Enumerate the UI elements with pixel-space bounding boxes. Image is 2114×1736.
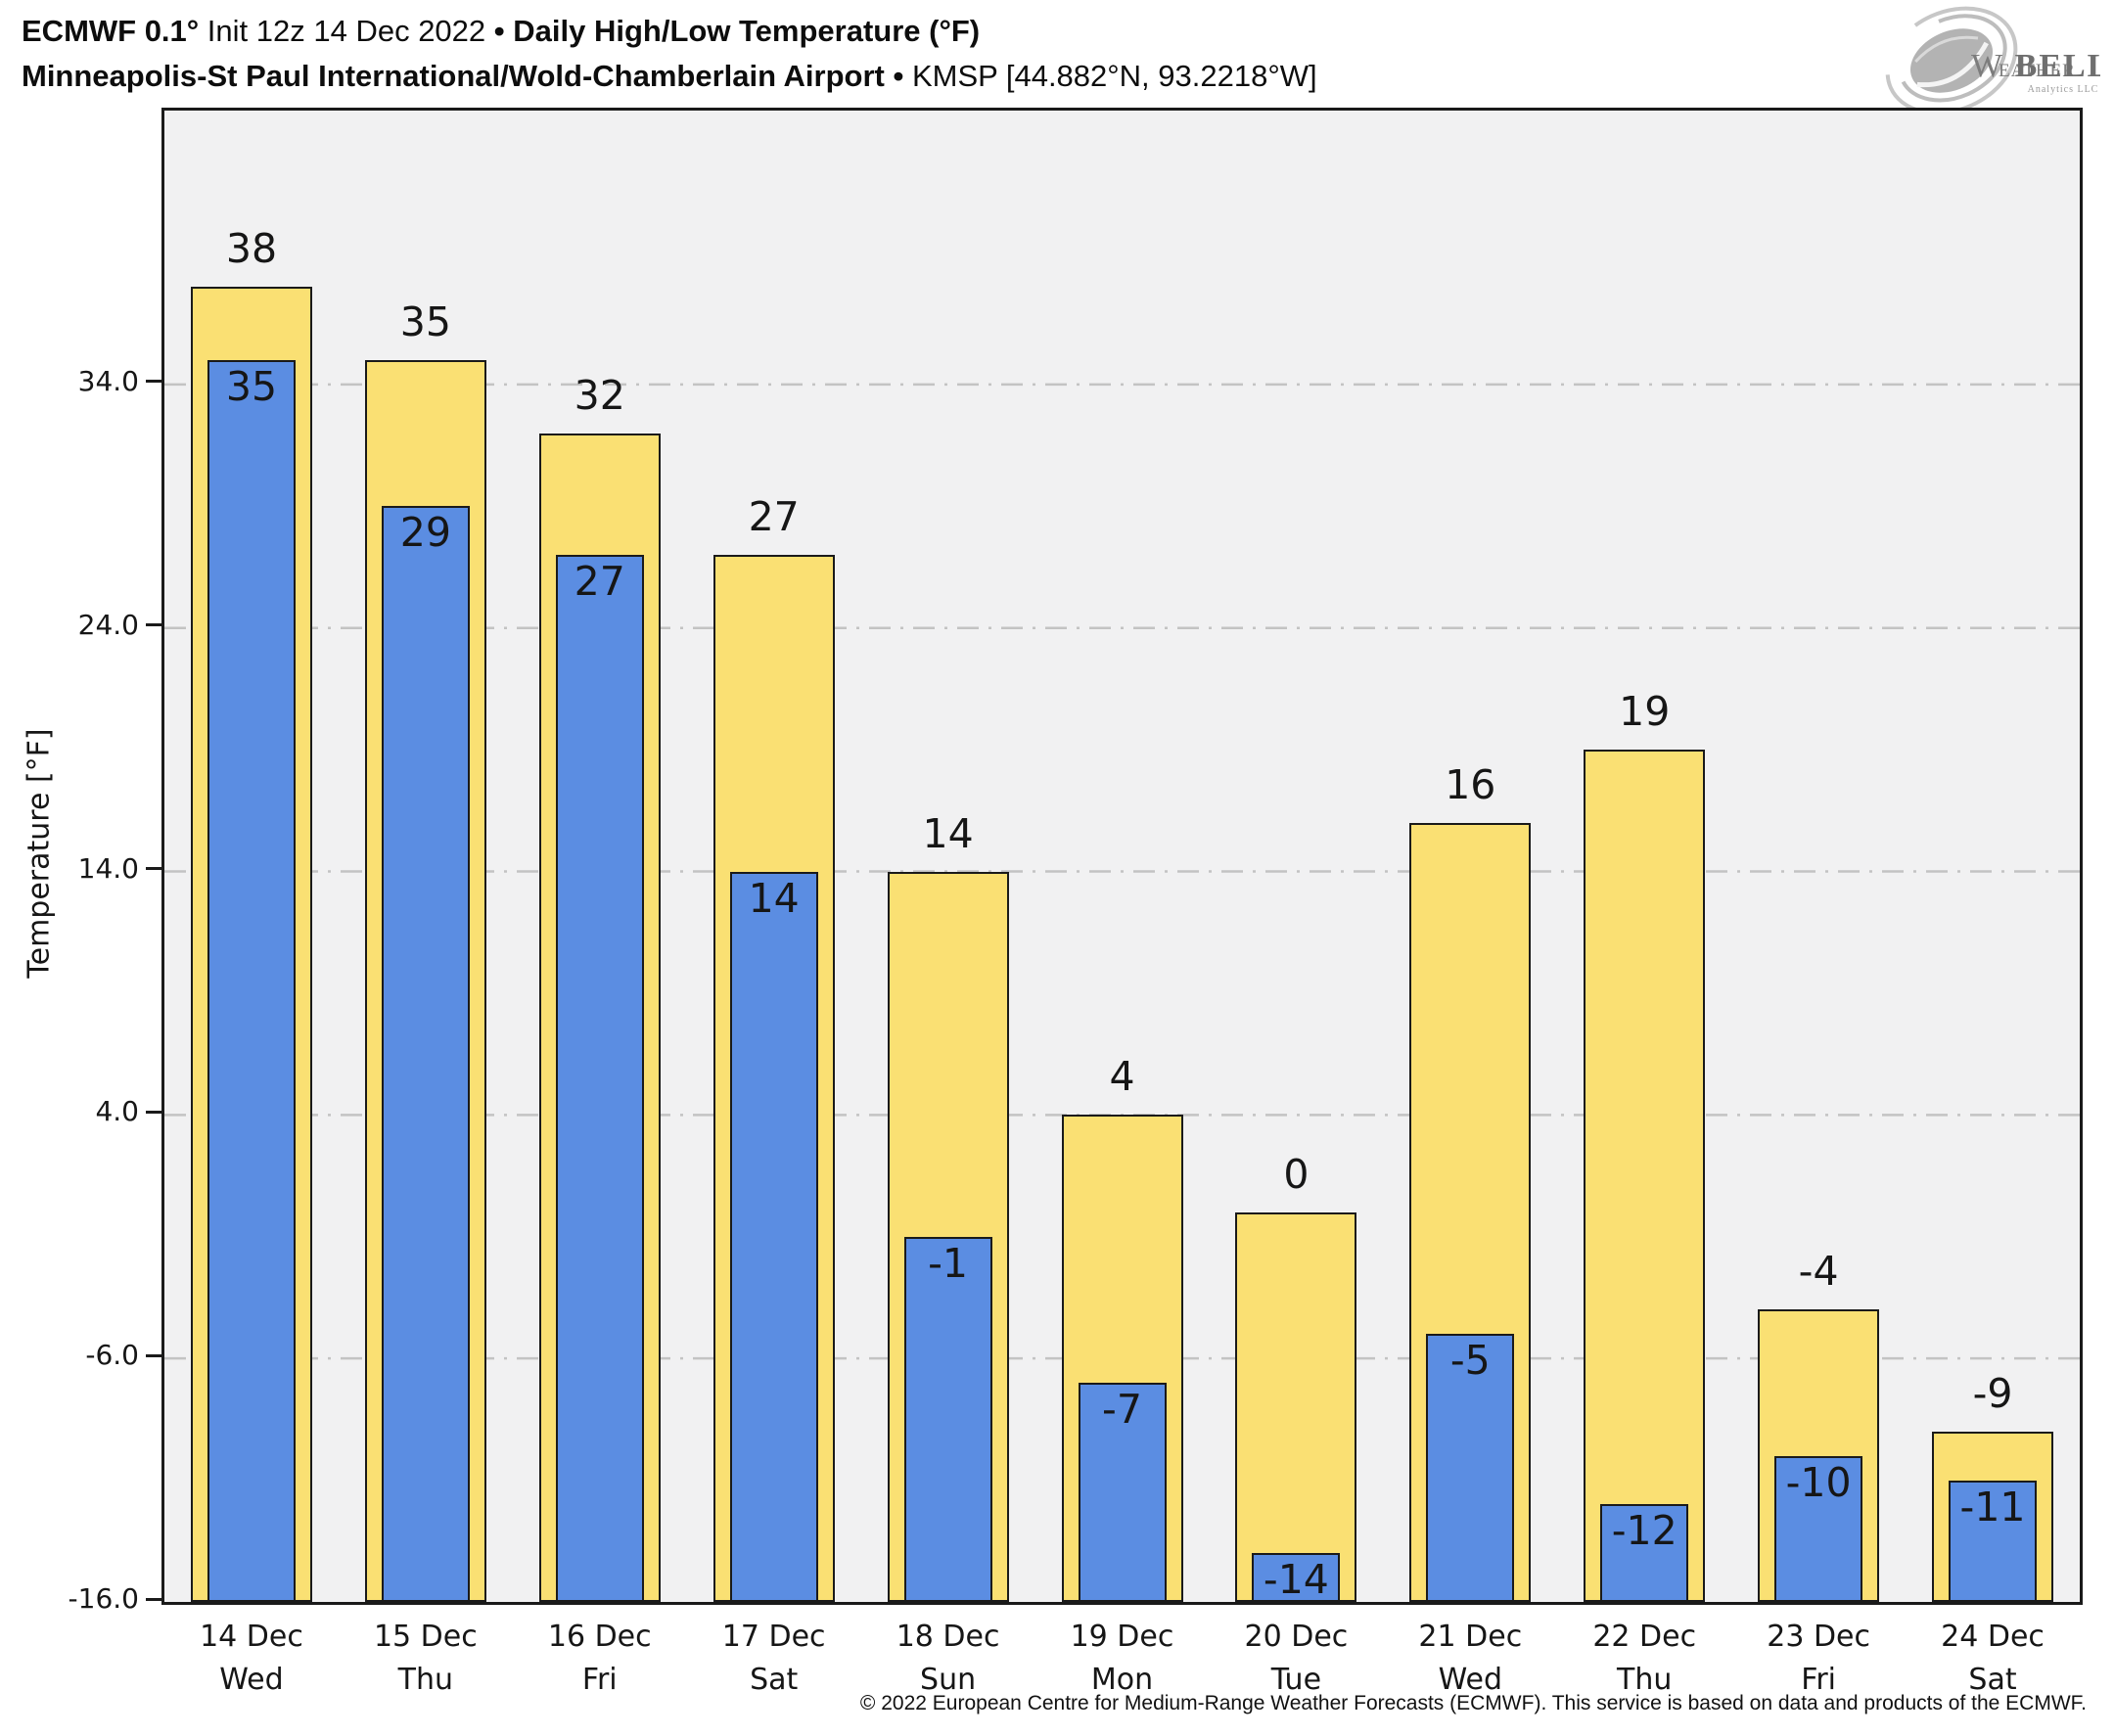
x-tick-day: Thu xyxy=(397,1663,454,1697)
x-tick-day: Fri xyxy=(581,1663,618,1697)
y-tick-label: 4.0 xyxy=(95,1095,139,1128)
logo-word-bell: BELL xyxy=(2015,48,2100,84)
low-value-label: -10 xyxy=(1785,1458,1852,1506)
low-value-label: 35 xyxy=(225,363,278,411)
x-tick-date: 15 Dec xyxy=(373,1620,478,1654)
weatherbell-logo: W EATHER BELL Analytics LLC xyxy=(1881,4,2109,117)
bar-low xyxy=(555,555,644,1602)
x-tick-label: 22 Dec Thu xyxy=(1557,1616,1731,1702)
x-tick-label: 17 Dec Sat xyxy=(687,1616,861,1702)
logo-word-w: W xyxy=(1971,48,2003,84)
y-tick-label: -6.0 xyxy=(85,1339,139,1372)
x-tick-label: 19 Dec Mon xyxy=(1035,1616,1210,1702)
y-tick-mark xyxy=(146,1353,161,1357)
x-tick-day: Wed xyxy=(219,1663,284,1697)
y-tick-label: 24.0 xyxy=(77,608,139,641)
low-value-label: -5 xyxy=(1449,1337,1491,1385)
y-tick-mark xyxy=(146,1110,161,1114)
high-value-label: 0 xyxy=(1283,1150,1310,1198)
low-value-label: 27 xyxy=(574,558,625,606)
high-value-label: 27 xyxy=(748,493,800,541)
high-value-label: 32 xyxy=(574,371,625,419)
x-tick-label: 15 Dec Thu xyxy=(339,1616,513,1702)
high-value-label: 4 xyxy=(1109,1053,1135,1101)
x-tick-date: 21 Dec xyxy=(1418,1620,1523,1654)
title-bullet: • xyxy=(493,14,505,48)
x-tick-label: 21 Dec Wed xyxy=(1383,1616,1557,1702)
bar-high xyxy=(1235,1211,1357,1602)
bar-low xyxy=(1774,1455,1863,1602)
low-value-label: -11 xyxy=(1959,1483,2026,1530)
copyright-footer: © 2022 European Centre for Medium-Range … xyxy=(859,1692,2087,1714)
y-tick-mark xyxy=(146,380,161,384)
bar-high xyxy=(1584,750,1706,1602)
high-value-label: -9 xyxy=(1972,1369,2013,1417)
y-tick-label: 14.0 xyxy=(77,851,139,885)
plot-area: 38 35 14 Dec Wed 35 29 15 Dec Thu 32 27 16 Dec Fri 2… xyxy=(161,108,2083,1697)
x-tick-label: 18 Dec Sun xyxy=(861,1616,1035,1702)
bar-low xyxy=(207,360,296,1602)
bar-low xyxy=(1078,1383,1167,1602)
title-init: Init 12z 14 Dec 2022 xyxy=(199,14,494,48)
subtitle-station: Minneapolis-St Paul International/Wold-C… xyxy=(22,59,885,93)
subtitle-station-id: KMSP [44.882°N, 93.2218°W] xyxy=(911,59,1317,93)
hurricane-swirl-icon: W EATHER BELL Analytics LLC xyxy=(1885,6,2109,115)
chart-subtitle: Minneapolis-St Paul International/Wold-C… xyxy=(22,59,1317,94)
bar-low xyxy=(1252,1553,1341,1602)
x-tick-day: Sun xyxy=(920,1663,977,1697)
x-tick-day: Sat xyxy=(1968,1663,2017,1697)
x-tick-date: 24 Dec xyxy=(1941,1620,2045,1654)
bar-low xyxy=(381,506,470,1602)
low-value-label: -1 xyxy=(928,1239,969,1287)
x-tick-label: 20 Dec Tue xyxy=(1209,1616,1383,1702)
x-tick-label: 24 Dec Sat xyxy=(1906,1616,2080,1702)
x-tick-day: Mon xyxy=(1090,1663,1154,1697)
high-value-label: 38 xyxy=(225,225,278,273)
x-tick-day: Fri xyxy=(1801,1663,1836,1697)
subtitle-bullet: • xyxy=(884,59,912,93)
x-tick-day: Wed xyxy=(1438,1663,1503,1697)
low-value-label: -14 xyxy=(1263,1556,1329,1604)
high-value-label: -4 xyxy=(1798,1248,1839,1296)
low-value-label: -12 xyxy=(1611,1507,1677,1555)
x-tick-date: 20 Dec xyxy=(1244,1620,1349,1654)
high-value-label: 35 xyxy=(399,298,451,346)
x-tick-date: 18 Dec xyxy=(896,1620,1000,1654)
logo-word-eather: EATHER xyxy=(1999,61,2076,81)
bar-low xyxy=(1426,1334,1515,1602)
title-model: ECMWF 0.1° xyxy=(22,14,200,48)
y-tick-mark xyxy=(146,867,161,871)
x-tick-date: 23 Dec xyxy=(1767,1620,1870,1654)
x-tick-day: Sat xyxy=(750,1663,799,1697)
x-tick-day: Tue xyxy=(1270,1663,1322,1697)
bar-low xyxy=(1600,1504,1689,1602)
x-tick-label: 23 Dec Fri xyxy=(1731,1616,1906,1702)
x-tick-label: 16 Dec Fri xyxy=(513,1616,687,1702)
high-value-label: 16 xyxy=(1445,760,1496,808)
x-tick-date: 16 Dec xyxy=(547,1620,652,1654)
x-tick-date: 17 Dec xyxy=(721,1620,826,1654)
logo-tagline: Analytics LLC xyxy=(2028,84,2099,95)
x-tick-day: Thu xyxy=(1617,1663,1673,1697)
low-value-label: 29 xyxy=(399,509,451,557)
chart-title: ECMWF 0.1° Init 12z 14 Dec 2022 • Daily … xyxy=(22,14,980,49)
low-value-label: 14 xyxy=(748,874,800,922)
bar-low xyxy=(729,871,818,1602)
high-value-label: 14 xyxy=(922,809,974,857)
title-product: Daily High/Low Temperature (°F) xyxy=(504,14,981,48)
x-tick-date: 19 Dec xyxy=(1070,1620,1174,1654)
x-tick-label: 14 Dec Wed xyxy=(164,1616,339,1702)
y-tick-mark xyxy=(146,1597,161,1601)
low-value-label: -7 xyxy=(1102,1386,1142,1434)
high-value-label: 19 xyxy=(1619,688,1671,736)
y-tick-label: 34.0 xyxy=(77,364,139,397)
x-tick-date: 22 Dec xyxy=(1592,1620,1697,1654)
x-tick-date: 14 Dec xyxy=(200,1620,303,1654)
bar-low xyxy=(903,1236,992,1602)
y-tick-mark xyxy=(146,623,161,627)
bar-low xyxy=(1949,1480,2038,1602)
y-tick-label: -16.0 xyxy=(68,1582,139,1615)
